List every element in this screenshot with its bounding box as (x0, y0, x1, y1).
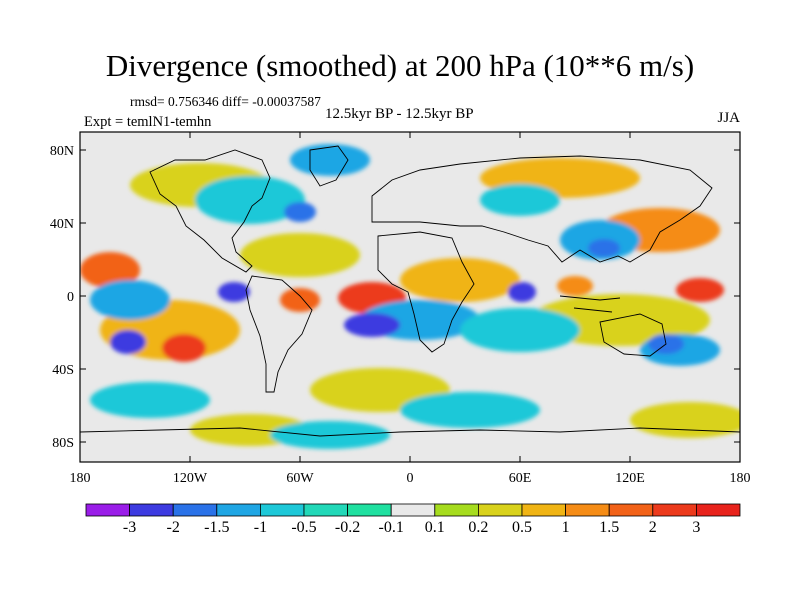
coast-eurasia (371, 155, 713, 263)
blob (557, 276, 593, 296)
colorbar-label: -1 (254, 519, 267, 536)
colorbar-label: 3 (692, 519, 700, 536)
blob (290, 144, 370, 176)
blob (195, 176, 305, 224)
coast-antarctica (80, 427, 740, 437)
colorbar-box (347, 503, 392, 517)
blob (676, 278, 724, 302)
blob (80, 252, 140, 288)
colorbar-box (434, 503, 479, 517)
lon-tick-label: 60E (509, 471, 532, 486)
coastlines (80, 145, 740, 437)
colorbar-label: 1 (562, 519, 570, 536)
blob (280, 288, 320, 312)
colorbar-label: -3 (123, 519, 136, 536)
blob (588, 239, 620, 257)
blob (344, 313, 400, 337)
blob (240, 233, 360, 277)
lon-tick-label: 120W (173, 471, 208, 486)
colorbar-label: -1.5 (204, 519, 229, 536)
colorbar-box (565, 503, 610, 517)
colorbar-box (85, 503, 130, 517)
colorbar-box (608, 503, 654, 517)
plot-title: Divergence (smoothed) at 200 hPa (10**6 … (105, 48, 695, 83)
colorbar-box (259, 503, 305, 517)
colorbar: -3 -2 -1.5 -1 -0.5 -0.2 -0.1 0.1 0.2 0.5 1 1.5 2 3 (85, 503, 741, 536)
experiment-text: Expt = temlN1-temhn (84, 114, 212, 130)
colorbar-label: -0.2 (335, 519, 360, 536)
colorbar-label: -0.5 (291, 519, 316, 536)
blob (218, 282, 250, 302)
blob (110, 330, 146, 354)
lon-tick-label: 180 (70, 471, 91, 486)
blob (90, 280, 170, 320)
lon-tick-label: 60W (286, 471, 314, 486)
map-axes: 80N 40N 0 40S 80S 180 120W 60W 0 60E 120… (50, 132, 751, 486)
season-label: JJA (717, 110, 740, 126)
blob (400, 392, 540, 428)
blob (400, 258, 520, 302)
colorbar-label: -0.1 (379, 519, 404, 536)
coast-indonesia (559, 295, 621, 313)
colorbar-box (303, 503, 348, 517)
colorbar-box (477, 503, 523, 517)
colorbar-label: 2 (649, 519, 657, 536)
colorbar-box (216, 503, 261, 517)
blob (284, 202, 316, 222)
colorbar-box (696, 503, 741, 517)
colorbar-box (129, 503, 174, 517)
lat-tick-label: 0 (67, 290, 74, 305)
coast-north-america (149, 149, 271, 273)
colorbar-label: -2 (167, 519, 180, 536)
colorbar-label: 0.5 (512, 519, 532, 536)
stats-text: rmsd= 0.756346 diff= -0.00037587 (130, 94, 321, 109)
coast-africa (377, 231, 475, 353)
blob (460, 308, 580, 352)
colorbar-box (390, 503, 436, 517)
lon-tick-label: 120E (615, 471, 645, 486)
colorbar-box (521, 503, 566, 517)
colorbar-label: 0.1 (425, 519, 445, 536)
coast-australia (599, 313, 667, 357)
lat-tick-label: 40S (52, 363, 74, 378)
coast-south-america (245, 275, 313, 393)
lat-tick-label: 40N (50, 217, 74, 232)
blob (162, 334, 206, 362)
lat-tick-label: 80S (52, 436, 74, 451)
coast-greenland (309, 145, 349, 187)
lon-tick-label: 0 (407, 471, 414, 486)
blob (270, 421, 390, 449)
blob (480, 184, 560, 216)
blob (508, 282, 536, 302)
period-text: 12.5kyr BP - 12.5kyr BP (325, 106, 474, 122)
blob (90, 382, 210, 418)
colorbar-label: 1.5 (599, 519, 619, 536)
blob (630, 402, 740, 438)
divergence-field (80, 132, 740, 462)
lon-tick-label: 180 (730, 471, 751, 486)
colorbar-label: 0.2 (468, 519, 488, 536)
colorbar-box (172, 503, 218, 517)
colorbar-box (652, 503, 697, 517)
lat-tick-label: 80N (50, 144, 74, 159)
